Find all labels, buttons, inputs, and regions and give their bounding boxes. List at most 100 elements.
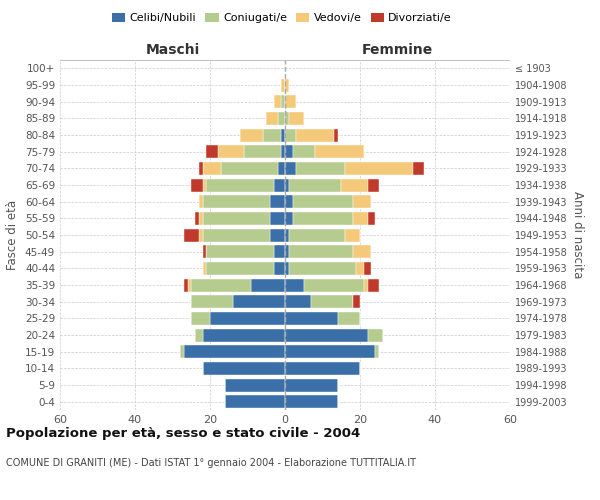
Bar (191, 178, 203, 192)
Bar (210, 312, 285, 325)
Bar (206, 245, 274, 258)
Bar (225, 395, 285, 408)
Bar (353, 195, 371, 208)
Bar (334, 128, 337, 141)
Bar (274, 178, 285, 192)
Bar (289, 112, 304, 125)
Bar (274, 95, 281, 108)
Text: Popolazione per età, sesso e stato civile - 2004: Popolazione per età, sesso e stato civil… (6, 428, 360, 440)
Bar (281, 128, 285, 141)
Bar (367, 328, 383, 342)
Bar (203, 245, 206, 258)
Bar (285, 345, 375, 358)
Bar (285, 328, 367, 342)
Bar (289, 178, 341, 192)
Text: COMUNE DI GRANITI (ME) - Dati ISTAT 1° gennaio 2004 - Elaborazione TUTTITALIA.IT: COMUNE DI GRANITI (ME) - Dati ISTAT 1° g… (6, 458, 416, 468)
Bar (270, 212, 285, 225)
Bar (293, 195, 353, 208)
Bar (296, 162, 345, 175)
Bar (206, 145, 218, 158)
Bar (263, 128, 281, 141)
Bar (195, 212, 199, 225)
Bar (413, 162, 424, 175)
Bar (244, 145, 281, 158)
Bar (206, 262, 274, 275)
Bar (345, 162, 413, 175)
Y-axis label: Anni di nascita: Anni di nascita (571, 192, 584, 278)
Bar (304, 278, 364, 291)
Bar (293, 212, 353, 225)
Bar (203, 195, 270, 208)
Bar (251, 278, 285, 291)
Bar (281, 95, 285, 108)
Bar (199, 162, 203, 175)
Bar (296, 128, 334, 141)
Bar (337, 312, 360, 325)
Bar (375, 345, 379, 358)
Bar (277, 112, 285, 125)
Bar (277, 162, 285, 175)
Bar (233, 295, 285, 308)
Bar (285, 212, 293, 225)
Bar (225, 378, 285, 392)
Bar (289, 245, 353, 258)
Bar (364, 278, 367, 291)
Bar (199, 228, 203, 241)
Bar (285, 128, 296, 141)
Bar (315, 145, 364, 158)
Bar (240, 128, 263, 141)
Bar (203, 328, 285, 342)
Bar (285, 95, 296, 108)
Bar (285, 245, 289, 258)
Bar (270, 228, 285, 241)
Bar (195, 328, 203, 342)
Y-axis label: Fasce di età: Fasce di età (7, 200, 19, 270)
Bar (184, 278, 187, 291)
Bar (203, 362, 285, 375)
Bar (285, 195, 293, 208)
Legend: Celibi/Nubili, Coniugati/e, Vedovi/e, Divorziati/e: Celibi/Nubili, Coniugati/e, Vedovi/e, Di… (107, 8, 457, 28)
Bar (285, 145, 293, 158)
Bar (191, 312, 210, 325)
Bar (274, 262, 285, 275)
Bar (367, 278, 379, 291)
Bar (191, 278, 251, 291)
Bar (364, 262, 371, 275)
Bar (266, 112, 277, 125)
Bar (203, 212, 270, 225)
Bar (203, 262, 206, 275)
Bar (199, 212, 203, 225)
Bar (184, 228, 199, 241)
Bar (285, 112, 289, 125)
Bar (356, 262, 364, 275)
Bar (285, 312, 337, 325)
Bar (353, 212, 367, 225)
Bar (274, 245, 285, 258)
Bar (285, 162, 296, 175)
Bar (203, 178, 206, 192)
Bar (367, 178, 379, 192)
Text: Maschi: Maschi (145, 42, 200, 56)
Bar (270, 195, 285, 208)
Bar (353, 295, 360, 308)
Bar (311, 295, 353, 308)
Bar (221, 162, 277, 175)
Bar (285, 395, 337, 408)
Bar (289, 262, 356, 275)
Bar (285, 262, 289, 275)
Bar (281, 78, 285, 92)
Bar (285, 295, 311, 308)
Bar (341, 178, 367, 192)
Bar (367, 212, 375, 225)
Bar (203, 228, 270, 241)
Bar (206, 178, 274, 192)
Bar (285, 78, 289, 92)
Text: Femmine: Femmine (362, 42, 433, 56)
Bar (353, 245, 371, 258)
Bar (289, 228, 345, 241)
Bar (191, 295, 233, 308)
Bar (203, 162, 221, 175)
Bar (285, 362, 360, 375)
Bar (293, 145, 315, 158)
Bar (218, 145, 244, 158)
